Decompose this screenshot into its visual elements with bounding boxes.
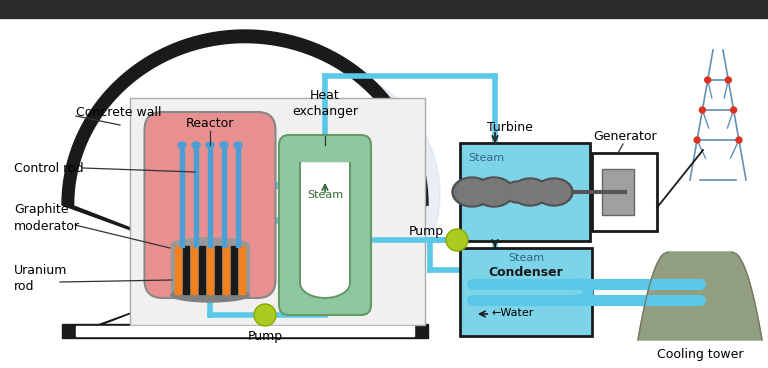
Ellipse shape bbox=[178, 142, 186, 148]
Ellipse shape bbox=[503, 181, 533, 203]
Text: ←Water: ←Water bbox=[492, 308, 535, 318]
Text: Control rod: Control rod bbox=[14, 162, 84, 174]
Bar bbox=[223, 246, 229, 294]
Text: Concrete wall: Concrete wall bbox=[76, 106, 161, 120]
Circle shape bbox=[446, 229, 468, 251]
Bar bbox=[183, 246, 189, 294]
Ellipse shape bbox=[514, 180, 547, 204]
Bar bbox=[592, 153, 657, 231]
Bar bbox=[171, 245, 249, 295]
Bar bbox=[602, 169, 634, 215]
Text: Condenser: Condenser bbox=[488, 265, 564, 279]
Text: Steam: Steam bbox=[307, 190, 343, 200]
Bar bbox=[460, 248, 592, 336]
Text: Turbine: Turbine bbox=[487, 121, 533, 134]
Ellipse shape bbox=[471, 183, 495, 201]
Text: Pump: Pump bbox=[247, 330, 283, 343]
Circle shape bbox=[730, 107, 737, 113]
Ellipse shape bbox=[474, 177, 514, 207]
Bar bbox=[207, 246, 213, 294]
Circle shape bbox=[694, 137, 700, 143]
Ellipse shape bbox=[468, 181, 498, 203]
Ellipse shape bbox=[535, 178, 573, 206]
Ellipse shape bbox=[192, 142, 200, 148]
Ellipse shape bbox=[234, 142, 242, 148]
Text: Pump: Pump bbox=[409, 226, 444, 238]
FancyBboxPatch shape bbox=[144, 112, 276, 298]
Text: Steam: Steam bbox=[508, 253, 544, 263]
Bar bbox=[0, 0, 768, 18]
Bar bbox=[231, 246, 237, 294]
Bar bbox=[62, 324, 428, 338]
Bar bbox=[175, 246, 181, 294]
Text: Uranium
rod: Uranium rod bbox=[14, 263, 68, 293]
Bar bbox=[180, 145, 184, 247]
Bar bbox=[215, 246, 221, 294]
Bar bbox=[239, 246, 245, 294]
Circle shape bbox=[705, 77, 710, 83]
Ellipse shape bbox=[505, 183, 531, 201]
Ellipse shape bbox=[527, 181, 557, 203]
Text: Generator: Generator bbox=[593, 130, 657, 143]
Polygon shape bbox=[62, 30, 428, 338]
Circle shape bbox=[180, 65, 440, 325]
Bar bbox=[130, 98, 425, 325]
Ellipse shape bbox=[206, 142, 214, 148]
Bar bbox=[191, 246, 197, 294]
Circle shape bbox=[700, 107, 705, 113]
Polygon shape bbox=[75, 44, 415, 336]
Circle shape bbox=[725, 77, 731, 83]
Bar bbox=[222, 145, 226, 247]
Text: Steam: Steam bbox=[468, 153, 504, 163]
Bar bbox=[236, 145, 240, 247]
Bar bbox=[194, 145, 198, 247]
Circle shape bbox=[736, 137, 742, 143]
Bar bbox=[76, 326, 414, 336]
Ellipse shape bbox=[476, 179, 511, 205]
Ellipse shape bbox=[171, 288, 249, 302]
Ellipse shape bbox=[171, 238, 249, 252]
Circle shape bbox=[254, 304, 276, 326]
Ellipse shape bbox=[452, 177, 492, 207]
Polygon shape bbox=[300, 163, 350, 298]
Text: Heat
exchanger: Heat exchanger bbox=[292, 89, 358, 118]
Ellipse shape bbox=[220, 142, 228, 148]
Text: Cooling tower: Cooling tower bbox=[657, 348, 743, 361]
FancyBboxPatch shape bbox=[279, 135, 371, 315]
Text: Graphite
moderator: Graphite moderator bbox=[14, 204, 80, 233]
Ellipse shape bbox=[455, 179, 489, 205]
Bar bbox=[460, 143, 590, 241]
Ellipse shape bbox=[511, 178, 549, 206]
Bar bbox=[208, 145, 212, 247]
Polygon shape bbox=[638, 252, 762, 340]
Ellipse shape bbox=[538, 180, 571, 204]
Ellipse shape bbox=[529, 183, 554, 201]
Text: Reactor: Reactor bbox=[186, 117, 234, 130]
Bar bbox=[199, 246, 205, 294]
